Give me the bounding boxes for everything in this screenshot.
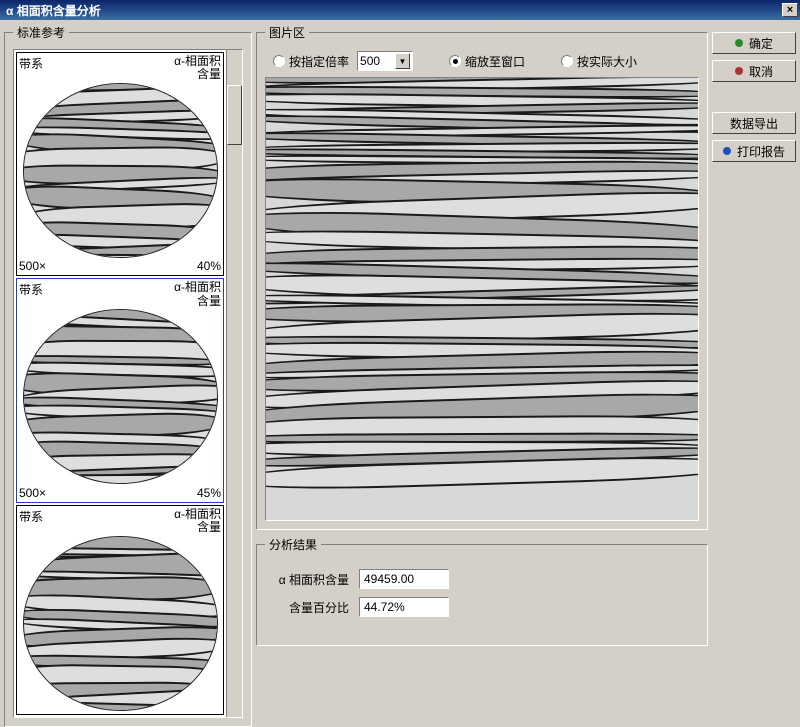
zoom-controls: 按指定倍率 500 ▼ 缩放至窗口 按实际大小 xyxy=(265,49,699,77)
cancel-icon xyxy=(735,67,743,75)
zoom-opt-specified[interactable]: 按指定倍率 xyxy=(273,53,349,70)
result-row-percent: 含量百分比 44.72% xyxy=(269,597,695,617)
ok-icon xyxy=(735,39,743,47)
image-legend: 图片区 xyxy=(265,24,309,41)
scroll-thumb[interactable] xyxy=(227,85,242,145)
print-button[interactable]: 打印报告 xyxy=(712,140,796,162)
ref-thumbnail xyxy=(19,534,221,712)
results-legend: 分析结果 xyxy=(265,536,321,553)
result-value: 49459.00 xyxy=(359,569,449,589)
reference-item[interactable]: 带系 α-相面积含量 500× 45% xyxy=(16,278,224,502)
ref-series: 带系 xyxy=(19,281,43,307)
reference-fieldset: 标准参考 带系 α-相面积含量 500× 40% xyxy=(4,24,252,727)
image-fieldset: 图片区 按指定倍率 500 ▼ 缩放至窗口 按实际大小 xyxy=(256,24,708,530)
scrollbar[interactable] xyxy=(226,50,242,717)
close-icon[interactable]: × xyxy=(782,3,798,17)
ref-series: 带系 xyxy=(19,55,43,81)
reference-item[interactable]: 带系 α-相面积含量 500× 40% xyxy=(16,52,224,276)
content-area: 标准参考 带系 α-相面积含量 500× 40% xyxy=(0,20,800,650)
print-icon xyxy=(723,147,731,155)
reference-scroll: 带系 α-相面积含量 500× 40% 带系 xyxy=(13,49,243,718)
result-label: α 相面积含量 xyxy=(269,571,349,588)
window-title: α 相面积含量分析 xyxy=(6,2,782,19)
radio-icon xyxy=(449,55,461,67)
reference-legend: 标准参考 xyxy=(13,24,69,41)
result-label: 含量百分比 xyxy=(269,599,349,616)
zoom-opt-actual[interactable]: 按实际大小 xyxy=(561,53,637,70)
result-value: 44.72% xyxy=(359,597,449,617)
ref-magnification: 500× xyxy=(19,259,46,273)
results-fieldset: 分析结果 α 相面积含量 49459.00 含量百分比 44.72% xyxy=(256,536,708,646)
chevron-down-icon: ▼ xyxy=(395,53,410,69)
reference-panel: 标准参考 带系 α-相面积含量 500× 40% xyxy=(4,24,252,646)
zoom-combo[interactable]: 500 ▼ xyxy=(357,51,413,71)
ref-thumbnail xyxy=(19,308,221,486)
ref-thumbnail xyxy=(19,81,221,259)
zoom-opt-fit[interactable]: 缩放至窗口 xyxy=(449,53,525,70)
ok-button[interactable]: 确定 xyxy=(712,32,796,54)
export-button[interactable]: 数据导出 xyxy=(712,112,796,134)
cancel-button[interactable]: 取消 xyxy=(712,60,796,82)
ref-percent: 45% xyxy=(197,486,221,500)
ref-magnification: 500× xyxy=(19,486,46,500)
button-panel: 确定 取消 数据导出 打印报告 xyxy=(712,24,796,646)
ref-percent: 40% xyxy=(197,259,221,273)
radio-icon xyxy=(561,55,573,67)
reference-list: 带系 α-相面积含量 500× 40% 带系 xyxy=(14,50,226,717)
radio-icon xyxy=(273,55,285,67)
main-image xyxy=(265,77,699,521)
ref-series: 带系 xyxy=(19,508,43,534)
middle-panel: 图片区 按指定倍率 500 ▼ 缩放至窗口 按实际大小 分析结果 α 相面积含量… xyxy=(256,24,708,646)
result-row-area: α 相面积含量 49459.00 xyxy=(269,569,695,589)
reference-item[interactable]: 带系 α-相面积含量 xyxy=(16,505,224,715)
title-bar: α 相面积含量分析 × xyxy=(0,0,800,20)
